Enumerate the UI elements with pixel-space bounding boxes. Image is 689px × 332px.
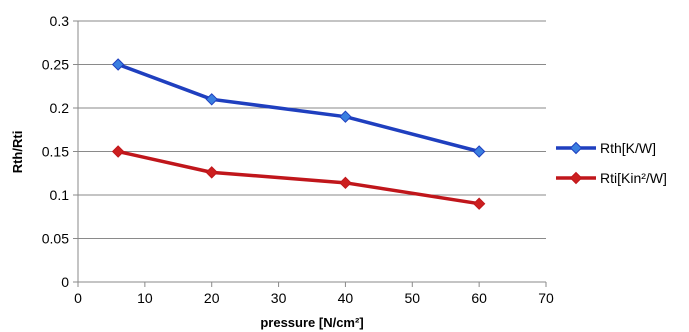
data-point <box>472 197 486 210</box>
data-point <box>111 58 125 71</box>
x-tick-label: 40 <box>338 290 354 306</box>
legend: Rth[K/W] Rti[Kin²/W] <box>556 140 667 186</box>
data-point <box>111 145 125 158</box>
x-tick-label: 50 <box>404 290 420 306</box>
y-tick-label: 0.2 <box>50 100 70 116</box>
series-line-2 <box>117 149 480 206</box>
x-tick-label: 70 <box>538 290 554 306</box>
y-axis-ticks: 0 0.05 0.1 0.15 0.2 0.25 0.3 <box>42 13 78 290</box>
legend-marker <box>569 171 583 185</box>
y-tick-label: 0.15 <box>42 144 69 160</box>
data-point <box>472 145 486 158</box>
y-tick-label: 0 <box>61 274 69 290</box>
legend-marker <box>569 141 583 155</box>
series-group <box>111 58 486 210</box>
x-tick-label: 60 <box>471 290 487 306</box>
y-tick-label: 0.1 <box>50 187 70 203</box>
legend-label: Rti[Kin²/W] <box>600 170 667 186</box>
x-tick-label: 20 <box>204 290 220 306</box>
data-point <box>339 176 352 190</box>
y-tick-label: 0.3 <box>50 13 70 29</box>
legend-label: Rth[K/W] <box>600 140 656 156</box>
data-point <box>339 110 352 123</box>
x-axis-title: pressure [N/cm²] <box>260 315 363 330</box>
series-line-1 <box>117 62 480 154</box>
data-point <box>205 93 218 106</box>
data-point <box>205 166 218 179</box>
x-tick-label: 30 <box>271 290 287 306</box>
x-tick-label: 10 <box>137 290 153 306</box>
y-tick-label: 0.05 <box>42 231 69 247</box>
y-axis-title: Rth/Rti <box>10 131 25 174</box>
x-tick-label: 0 <box>74 290 82 306</box>
x-axis-ticks: 0 10 20 30 40 50 60 70 <box>74 282 554 306</box>
grid-lines <box>78 20 546 239</box>
y-tick-label: 0.25 <box>42 57 69 73</box>
